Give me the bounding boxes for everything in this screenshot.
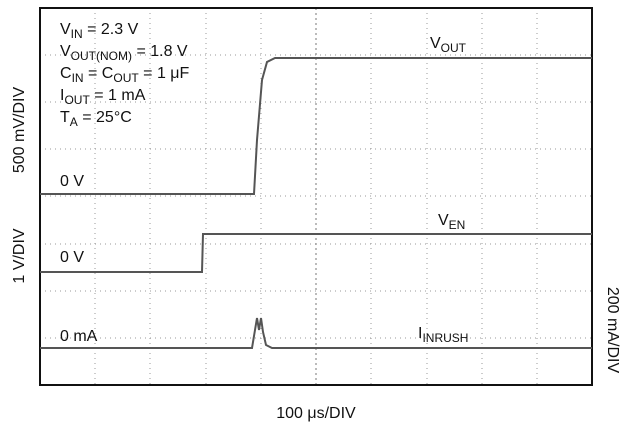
text-part: OUT bbox=[113, 71, 139, 85]
text-part: IN bbox=[71, 27, 83, 41]
grid bbox=[40, 8, 592, 385]
text-part: V bbox=[60, 21, 71, 38]
text-part: V bbox=[60, 43, 71, 60]
text-part: V bbox=[430, 35, 441, 52]
inrush-trace bbox=[40, 317, 592, 349]
text-part: C bbox=[60, 65, 72, 82]
text-part: = 1.8 V bbox=[132, 43, 188, 60]
zero-label: 0 V bbox=[60, 173, 84, 190]
trace-label: VOUT bbox=[430, 35, 467, 55]
text-part: T bbox=[60, 109, 70, 126]
text-part: V bbox=[438, 212, 449, 229]
text-part: IN bbox=[72, 71, 84, 85]
condition: TA = 25°C bbox=[60, 109, 132, 129]
text-part: I bbox=[418, 325, 422, 342]
text-part: EN bbox=[449, 218, 466, 232]
trace-label: VEN bbox=[438, 212, 465, 232]
vout-trace bbox=[40, 57, 592, 195]
text-part: I bbox=[60, 87, 64, 104]
text-part: OUT bbox=[64, 93, 90, 107]
plot-frame bbox=[39, 7, 593, 386]
text-part: = C bbox=[84, 65, 114, 82]
zero-label: 0 mA bbox=[60, 328, 98, 345]
text-part: = 1 mA bbox=[90, 87, 146, 104]
text-part: = 2.3 V bbox=[83, 21, 139, 38]
text-part: = 25°C bbox=[78, 109, 132, 126]
condition: IOUT = 1 mA bbox=[60, 87, 146, 107]
scale-label: 200 mA/DIV bbox=[604, 287, 621, 374]
text-part: = 1 μF bbox=[139, 65, 190, 82]
text-part: INRUSH bbox=[422, 331, 468, 345]
text-part: OUT(NOM) bbox=[71, 49, 132, 63]
ven-trace bbox=[40, 233, 592, 273]
condition: VIN = 2.3 V bbox=[60, 21, 139, 41]
trace-label: IINRUSH bbox=[418, 325, 468, 345]
condition: VOUT(NOM) = 1.8 V bbox=[60, 43, 188, 63]
condition: CIN = COUT = 1 μF bbox=[60, 65, 190, 85]
x-axis-label: 100 μs/DIV bbox=[276, 405, 356, 422]
text-part: A bbox=[70, 115, 78, 129]
zero-label: 0 V bbox=[60, 249, 84, 266]
scale-label: 500 mV/DIV bbox=[11, 87, 28, 174]
text-part: OUT bbox=[441, 41, 467, 55]
scale-label: 1 V/DIV bbox=[11, 228, 28, 283]
